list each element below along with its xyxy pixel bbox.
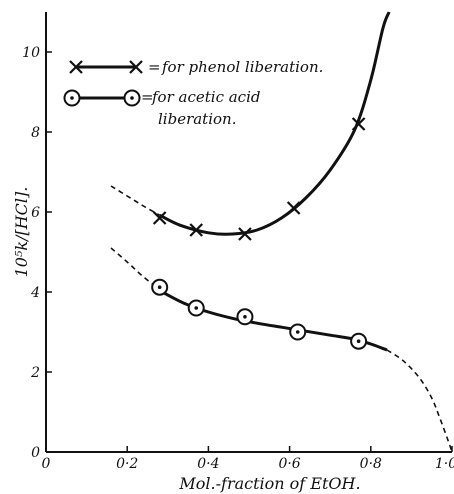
x-tick-label: 0·2 bbox=[116, 456, 138, 472]
data-point-acetic bbox=[187, 299, 205, 317]
y-tick-label: 0 bbox=[31, 445, 40, 461]
x-tick-label: 0·6 bbox=[278, 456, 300, 472]
curve-dashed-tail-acetic bbox=[386, 349, 453, 453]
y-tick-label: 2 bbox=[30, 365, 40, 381]
legend-marker-phenol bbox=[69, 60, 83, 74]
legend-marker-acetic-dot bbox=[130, 96, 134, 100]
axes bbox=[45, 12, 452, 453]
legend-equals: = bbox=[141, 88, 154, 106]
y-axis-label: 10⁵k/[HCl]. bbox=[12, 187, 31, 278]
y-tick-label: 6 bbox=[31, 205, 40, 221]
legend-item-acetic: for acetic acid liberation. = bbox=[63, 88, 260, 128]
data-point-acetic bbox=[289, 323, 307, 341]
data-point-phenol bbox=[152, 211, 167, 225]
ticks: 0 0·2 0·4 0·6 0·8 1·0 0 2 4 6 8 10 bbox=[22, 45, 454, 472]
y-tick-label: 8 bbox=[31, 125, 40, 141]
x-tick-label: 1·0 bbox=[435, 456, 454, 472]
data-point-phenol bbox=[286, 201, 301, 215]
data-point-acetic bbox=[350, 332, 368, 350]
markers bbox=[151, 117, 368, 350]
legend-marker-phenol bbox=[129, 60, 143, 74]
x-axis-label: Mol.-fraction of EtOH. bbox=[178, 474, 360, 493]
data-point-acetic bbox=[236, 308, 254, 326]
x-tick-label: 0·8 bbox=[360, 456, 382, 472]
y-tick-label: 4 bbox=[30, 285, 40, 301]
data-point-phenol bbox=[189, 223, 203, 237]
curves bbox=[110, 11, 453, 453]
x-tick-label: 0 bbox=[42, 456, 51, 472]
legend-marker-acetic-dot bbox=[70, 96, 74, 100]
legend: for phenol liberation. = for acetic acid… bbox=[63, 58, 323, 128]
legend-equals: = bbox=[148, 58, 161, 76]
legend-label-acetic: for acetic acid liberation. bbox=[151, 88, 260, 128]
y-tick-label: 10 bbox=[22, 45, 40, 61]
data-point-phenol bbox=[238, 227, 252, 241]
data-point-acetic bbox=[151, 278, 169, 296]
x-tick-label: 0·4 bbox=[197, 456, 219, 472]
data-point-phenol bbox=[351, 117, 366, 131]
legend-item-phenol: for phenol liberation. = bbox=[69, 58, 323, 76]
curve-dashed-phenol bbox=[110, 185, 161, 216]
legend-label-phenol: for phenol liberation. bbox=[161, 58, 323, 76]
